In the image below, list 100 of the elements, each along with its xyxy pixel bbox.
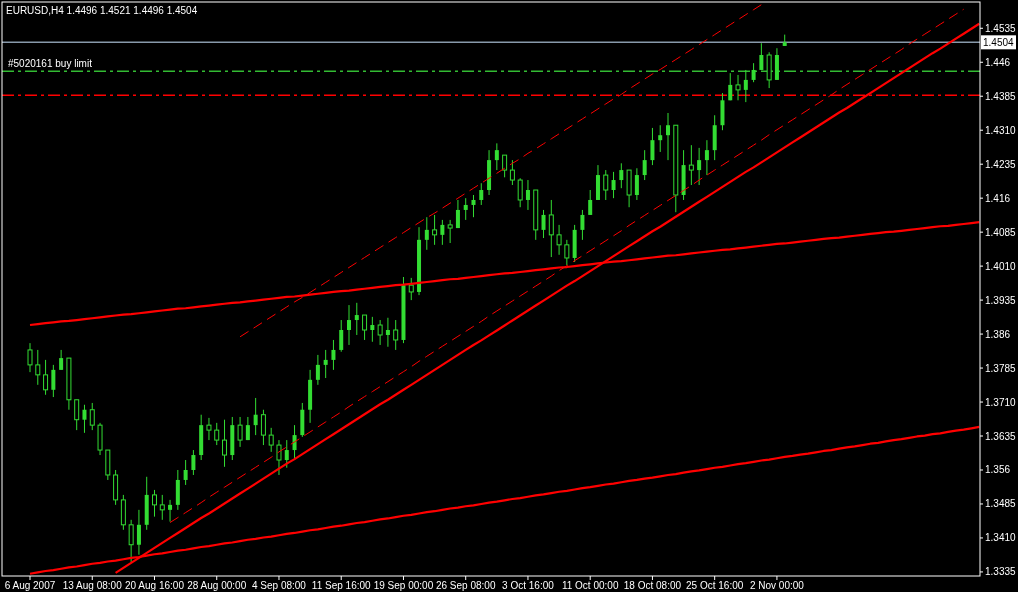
candlestick: [253, 397, 258, 436]
candlestick: [354, 302, 359, 336]
candlestick: [455, 199, 460, 229]
candlestick: [347, 304, 352, 346]
x-tick-label: 4 Sep 08:00: [252, 580, 307, 591]
candlestick: [82, 404, 87, 434]
candlestick: [447, 219, 453, 244]
x-tick-label: 3 Oct 16:00: [502, 580, 555, 591]
candlestick: [751, 62, 756, 83]
candlestick: [580, 209, 585, 241]
candlestick: [650, 127, 655, 166]
y-tick-label: 1.4085: [985, 226, 1017, 238]
x-tick-label: 2 Nov 00:00: [749, 580, 805, 591]
candlestick: [658, 124, 663, 153]
y-tick-label: 1.446: [985, 56, 1011, 68]
candlestick: [525, 179, 530, 211]
candlestick: [556, 224, 562, 256]
candlestick: [471, 194, 476, 218]
candlestick: [237, 416, 243, 448]
candlestick: [331, 339, 336, 371]
candlestick: [588, 189, 593, 216]
ref-line-label: #5020161 buy limit: [8, 58, 93, 70]
candlestick: [393, 319, 399, 351]
candlestick: [27, 342, 33, 373]
candlestick: [284, 439, 289, 469]
candlestick: [159, 494, 165, 521]
candlestick: [377, 319, 383, 346]
candlestick: [743, 69, 748, 103]
candlestick: [735, 74, 741, 101]
x-tick-label: 20 Aug 16:00: [125, 580, 185, 591]
candlestick: [494, 142, 499, 171]
candlestick: [206, 417, 212, 441]
x-tick-label: 6 Aug 2007: [4, 580, 56, 591]
candlestick: [35, 349, 41, 386]
candlestick: [362, 314, 368, 341]
y-tick-label: 1.3785: [985, 362, 1017, 374]
y-tick-label: 1.4010: [985, 260, 1017, 272]
candlestick: [517, 177, 523, 208]
candlestick: [385, 317, 390, 348]
x-tick-label: 11 Oct 00:00: [561, 580, 619, 591]
y-tick-label: 1.3485: [985, 498, 1017, 510]
y-tick-label: 1.3710: [985, 396, 1017, 408]
x-tick-label: 25 Oct 16:00: [686, 580, 744, 591]
candlestick: [89, 402, 95, 431]
y-tick-label: 1.4310: [985, 124, 1017, 136]
x-tick-label: 28 Aug 00:00: [187, 580, 247, 591]
candlestick: [642, 149, 647, 181]
candlestick: [697, 147, 702, 186]
x-tick-label: 26 Sep 08:00: [435, 580, 496, 591]
candlestick: [408, 277, 414, 301]
candlestick: [463, 197, 468, 221]
candlestick: [152, 489, 157, 518]
candlestick: [183, 459, 188, 486]
candlestick: [440, 219, 445, 246]
candlestick: [260, 409, 266, 446]
y-tick-label: 1.3935: [985, 294, 1017, 306]
candlestick: [548, 199, 554, 258]
chart-title: EURUSD,H4 1.4496 1.4521 1.4496 1.4504: [6, 5, 198, 16]
x-tick-label: 18 Oct 08:00: [623, 580, 682, 591]
candlestick: [43, 359, 49, 396]
candlestick: [276, 439, 282, 476]
candlestick: [619, 162, 624, 189]
candlestick: [688, 144, 694, 186]
candlestick: [168, 499, 173, 523]
candlestick: [424, 216, 429, 251]
candlestick: [74, 399, 80, 431]
candlestick: [191, 449, 196, 476]
y-tick-label: 1.4235: [985, 158, 1017, 170]
y-tick-label: 1.386: [985, 328, 1011, 340]
candlestick: [222, 419, 228, 468]
candlestick: [136, 509, 141, 556]
candlestick: [128, 519, 134, 563]
candlestick: [541, 209, 546, 239]
y-tick-label: 1.416: [985, 192, 1011, 204]
candlestick: [509, 159, 515, 186]
candlestick: [564, 239, 570, 266]
y-tick-label: 1.356: [985, 464, 1011, 476]
candlestick: [370, 316, 375, 343]
x-tick-label: 13 Aug 08:00: [62, 580, 123, 591]
y-tick-label: 1.4385: [985, 90, 1017, 102]
candlestick: [59, 349, 64, 371]
candlestick: [339, 319, 344, 353]
y-tick-label: 1.3335: [985, 566, 1017, 578]
candlestick: [51, 364, 56, 398]
y-tick-label: 1.4535: [985, 22, 1017, 34]
ref-line-label: 1.4504: [983, 37, 1015, 49]
candlestick: [323, 349, 328, 379]
candlestick: [603, 169, 609, 201]
x-tick-label: 11 Sep 16:00: [311, 580, 372, 591]
candlestick: [315, 354, 320, 386]
candlestick: [759, 42, 764, 71]
y-tick-label: 1.3635: [985, 430, 1017, 442]
candlestick: [666, 112, 671, 161]
candlestick: [704, 139, 709, 176]
candlestick: [502, 154, 508, 178]
candlestick: [214, 422, 220, 446]
candlestick: [611, 171, 616, 199]
candlestick: [728, 72, 733, 101]
x-tick-label: 19 Sep 00:00: [373, 580, 434, 591]
y-tick-label: 1.3410: [985, 532, 1017, 544]
